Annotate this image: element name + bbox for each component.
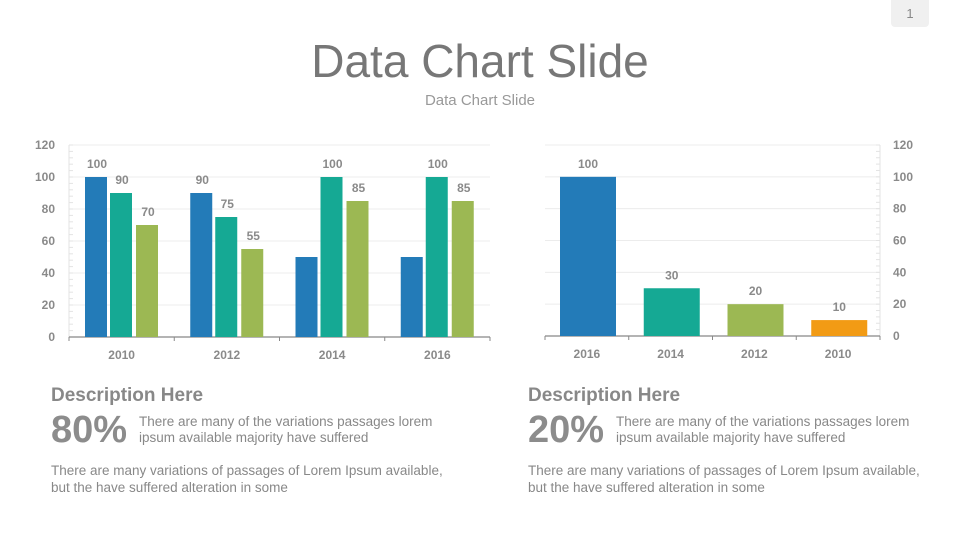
bar — [643, 288, 700, 336]
y-tick-label: 0 — [48, 330, 55, 344]
slide-title: Data Chart Slide — [311, 35, 649, 87]
data-label: 75 — [221, 197, 235, 211]
y-tick-label: 100 — [893, 170, 913, 184]
data-label: 30 — [665, 268, 679, 282]
data-label: 100 — [87, 157, 107, 171]
y-tick-label: 40 — [893, 265, 907, 279]
y-tick-label: 100 — [35, 170, 55, 184]
description-long-text: There are many variations of passages of… — [51, 463, 443, 495]
bar — [295, 257, 318, 337]
y-tick-label: 60 — [42, 234, 56, 248]
data-label: 85 — [352, 181, 366, 195]
y-tick-label: 120 — [893, 138, 913, 152]
y-tick-label: 20 — [42, 298, 56, 312]
y-tick-label: 0 — [893, 329, 900, 343]
y-tick-label: 120 — [35, 138, 55, 152]
description-short-text: There are many of the variations passage… — [616, 414, 910, 445]
y-tick-label: 60 — [893, 234, 907, 248]
y-tick-label: 80 — [42, 202, 56, 216]
data-label: 100 — [428, 157, 448, 171]
bar — [811, 320, 868, 336]
x-tick-label: 2014 — [657, 347, 684, 361]
x-tick-label: 2014 — [319, 348, 346, 362]
data-label: 70 — [141, 205, 155, 219]
x-tick-label: 2012 — [741, 347, 768, 361]
bar — [241, 249, 264, 337]
x-tick-label: 2010 — [108, 348, 135, 362]
data-label: 90 — [196, 173, 210, 187]
description-percent: 80% — [51, 409, 128, 451]
data-label: 85 — [457, 181, 471, 195]
bar — [346, 201, 369, 337]
y-tick-label: 80 — [893, 202, 907, 216]
description-percent: 20% — [528, 409, 605, 451]
bar — [190, 193, 213, 337]
slide-subtitle: Data Chart Slide — [424, 92, 536, 109]
bar — [110, 193, 132, 337]
page-number: 1 — [891, 0, 929, 27]
bar — [727, 304, 784, 336]
y-tick-label: 40 — [42, 266, 56, 280]
description-heading: Description Here — [528, 385, 681, 406]
x-tick-label: 2016 — [574, 347, 601, 361]
description-short-text: There are many of the variations passage… — [139, 414, 433, 445]
data-label: 55 — [247, 229, 261, 243]
bar — [320, 177, 343, 337]
x-tick-label: 2016 — [424, 348, 451, 362]
data-label: 100 — [322, 157, 342, 171]
bar — [85, 177, 107, 337]
description-long-text: There are many variations of passages of… — [528, 463, 920, 495]
bar — [425, 177, 448, 337]
bar — [451, 201, 474, 337]
x-tick-label: 2012 — [214, 348, 241, 362]
bar — [215, 217, 238, 337]
data-label: 20 — [749, 284, 763, 298]
description-heading: Description Here — [51, 385, 204, 406]
data-label: 10 — [833, 300, 847, 314]
y-tick-label: 20 — [893, 297, 907, 311]
bar — [560, 176, 616, 336]
data-label: 100 — [578, 157, 598, 171]
data-label: 90 — [115, 173, 129, 187]
bar — [136, 225, 158, 337]
bar — [400, 257, 423, 337]
x-tick-label: 2010 — [825, 347, 852, 361]
